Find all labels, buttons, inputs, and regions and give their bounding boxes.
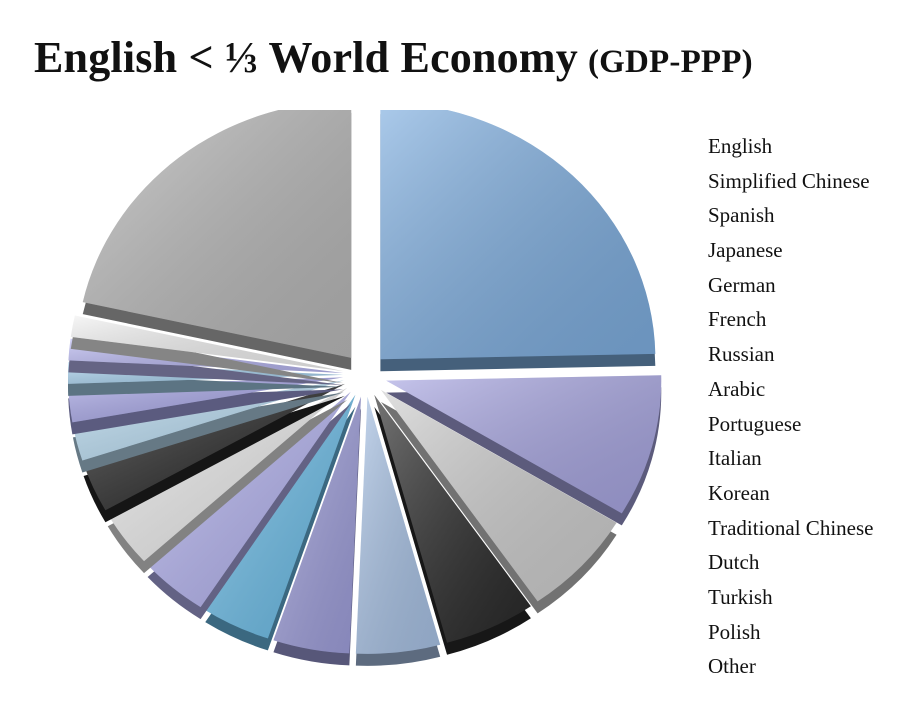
legend-item-polish: Polish [708,619,761,644]
pie-slice-polish-shading [70,315,344,372]
legend-item-traditional-chinese: Traditional Chinese [708,515,874,540]
legend-item-german: German [708,272,776,297]
pie-slice-other-shading [82,110,352,358]
pie-slice-japanese-shading [374,394,531,643]
pie-slice-german-shading [355,396,441,654]
pie-slices [68,110,662,666]
legend-item-other: Other [708,654,756,679]
legend-item-turkish: Turkish [708,584,773,609]
legend-item-portuguese: Portuguese [708,411,802,436]
legend-item-italian: Italian [708,446,762,471]
legend-item-arabic: Arabic [708,376,766,401]
legend-item-english: English [708,134,773,158]
pie-slice-french-shading [273,396,361,654]
pie-slice-portuguese-shading [107,387,348,562]
pie-slice-italian-shading [83,383,345,511]
pie-slice-italian-edge [83,395,345,523]
title-main: English < ⅓ World Economy [34,33,578,82]
chart-title: English < ⅓ World Economy (GDP-PPP) [34,32,753,83]
pie-slice-simplified-chinese-shading [386,375,662,514]
pie-slice-russian-shading [205,394,356,639]
pie-slice-korean-edge [72,392,344,473]
legend-item-japanese: Japanese [708,238,783,263]
legend-item-dutch: Dutch [708,550,760,575]
title-subtitle: (GDP-PPP) [587,44,753,80]
legend-item-spanish: Spanish [708,203,775,228]
legend-item-russian: Russian [708,342,775,367]
legend-item-korean: Korean [708,480,770,505]
pie-slice-english-shading [380,110,656,360]
pie-slice-arabic-shading [147,391,351,608]
legend: English Simplified Chinese Spanish Japanese… [708,133,873,688]
pie-chart [68,110,662,666]
pie-slice-spanish-shading [381,390,617,602]
legend-item-french: French [708,307,767,332]
legend-item-simplified-chinese: Simplified Chinese [708,168,870,193]
